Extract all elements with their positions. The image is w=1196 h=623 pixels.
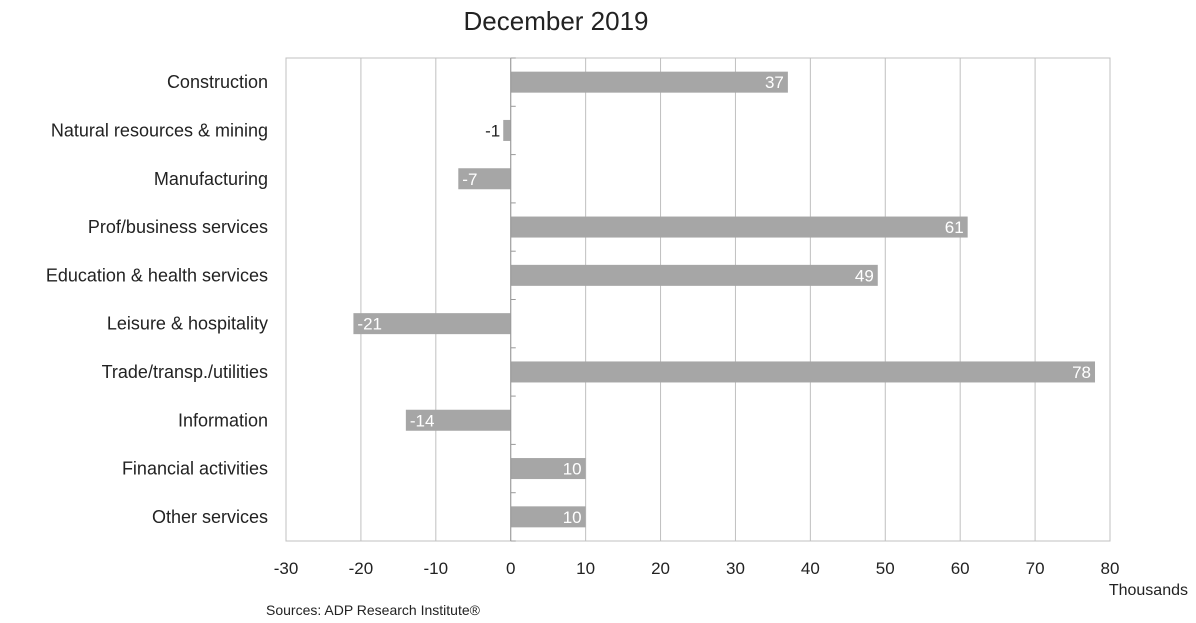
x-tick-label: 10	[576, 559, 595, 578]
category-label: Information	[178, 410, 268, 430]
axes	[510, 57, 516, 542]
data-label: 61	[945, 218, 964, 237]
bar	[510, 216, 968, 238]
bar	[510, 71, 788, 93]
bar	[353, 313, 511, 335]
x-tick-label: -20	[349, 559, 374, 578]
data-label: 37	[765, 73, 784, 92]
category-label: Natural resources & mining	[51, 120, 268, 140]
data-label: 49	[855, 266, 874, 285]
source-note: Sources: ADP Research Institute®	[266, 602, 480, 618]
gridlines	[285, 57, 1111, 542]
data-label: -1	[485, 121, 500, 140]
x-tick-label: 0	[506, 559, 515, 578]
x-tick-label: 70	[1026, 559, 1045, 578]
data-label: -14	[410, 411, 435, 430]
x-tick-label: -10	[424, 559, 449, 578]
data-label: -21	[357, 315, 382, 334]
x-axis-unit-label: Thousands	[1108, 582, 1188, 599]
bar	[405, 409, 511, 431]
category-label: Manufacturing	[154, 169, 268, 189]
chart-title: December 2019	[463, 6, 649, 36]
bar	[510, 506, 586, 528]
data-label: 10	[563, 508, 582, 527]
bars	[353, 71, 1096, 528]
x-tick-label: 20	[651, 559, 670, 578]
category-label: Education & health services	[46, 265, 268, 285]
bar	[458, 168, 511, 190]
x-tick-label: 50	[876, 559, 895, 578]
x-tick-label: -30	[274, 559, 299, 578]
x-tick-label: 60	[951, 559, 970, 578]
category-label: Trade/transp./utilities	[102, 362, 268, 382]
category-label: Leisure & hospitality	[107, 314, 268, 334]
labels: -30 -20 -10 0 10 20 30 40 50 60 70 80 Construction 37…	[46, 72, 1120, 578]
bar	[510, 458, 586, 480]
bar	[510, 361, 1096, 383]
data-label: -7	[462, 170, 477, 189]
data-label: 10	[563, 460, 582, 479]
bar	[503, 119, 511, 141]
x-tick-label: 80	[1101, 559, 1120, 578]
data-label: 78	[1072, 363, 1091, 382]
x-tick-label: 40	[801, 559, 820, 578]
category-label: Financial activities	[122, 459, 268, 479]
bar	[510, 264, 878, 286]
plot-area-frame	[285, 57, 1111, 542]
category-label: Prof/business services	[88, 217, 268, 237]
category-label: Construction	[167, 72, 268, 92]
x-tick-label: 30	[726, 559, 745, 578]
category-label: Other services	[152, 507, 268, 527]
